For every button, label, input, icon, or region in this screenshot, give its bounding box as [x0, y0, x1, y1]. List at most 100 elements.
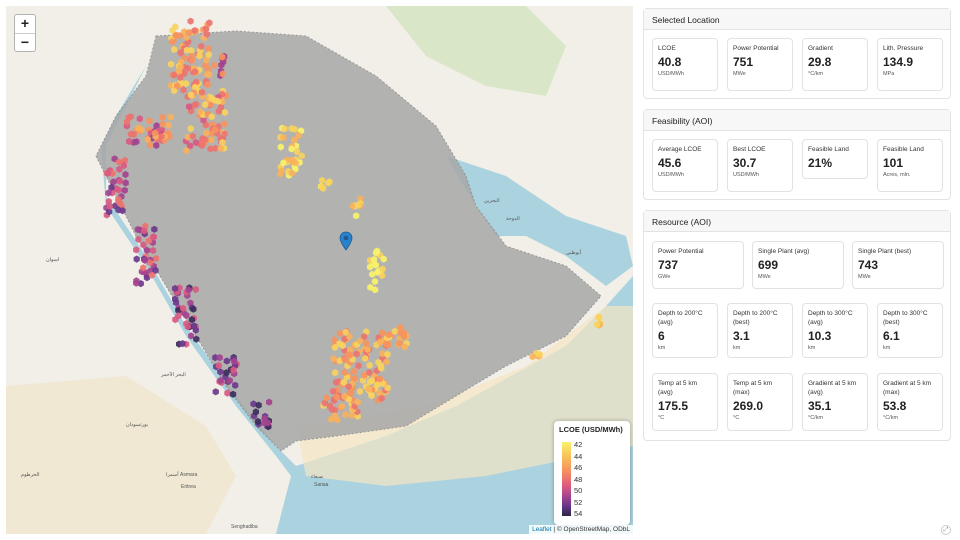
card-unit: km [883, 345, 891, 351]
card-value: 6 [658, 329, 665, 343]
hex-cell [325, 179, 332, 187]
hex-cell [179, 340, 186, 348]
hex-cell [281, 125, 288, 133]
hex-cell [208, 94, 215, 103]
attribution-text: | © OpenStreetMap, ODbL [553, 526, 630, 533]
card-value: 6.1 [883, 329, 900, 343]
hex-cell [106, 208, 113, 216]
legend-tick: 54 [574, 509, 583, 518]
hex-cell [219, 138, 226, 147]
hex-cell [202, 101, 209, 109]
hex-cell [288, 145, 295, 153]
hex-cell [378, 394, 385, 402]
map-attribution: Leaflet | © OpenStreetMap, ODbL [529, 525, 633, 534]
map-view[interactable]: بورتسودان البحر الأحمر اسوان أسمرا Asmar… [6, 6, 633, 534]
hex-cell [189, 132, 196, 140]
hex-cell [152, 254, 159, 263]
hex-cell [104, 169, 111, 177]
hex-cell [219, 70, 226, 78]
hex-cell [383, 358, 390, 366]
yemen-yellow [296, 306, 633, 486]
hex-cell [255, 401, 262, 409]
iran-green [386, 6, 566, 96]
hex-cell [212, 144, 219, 152]
hex-cell [219, 53, 226, 61]
hex-cell [354, 398, 361, 406]
hex-cell [331, 336, 338, 344]
hex-cell [172, 295, 179, 303]
hex-cell [140, 264, 147, 272]
hex-cell [295, 131, 302, 140]
hex-cell [369, 270, 376, 278]
leaflet-link[interactable]: Leaflet [532, 526, 552, 533]
average-lcoe-card: Average LCOE 45.6 USD/MWh [652, 139, 718, 192]
map-label-portsudan: بورتسودان [126, 422, 148, 428]
legend-tick: 46 [574, 463, 583, 472]
hex-cell [353, 350, 360, 358]
card-unit: km [733, 345, 741, 351]
hex-cell [151, 129, 159, 137]
hex-cell [124, 118, 131, 126]
hex-cell [229, 390, 237, 398]
hex-cell [146, 259, 153, 267]
hex-cell [112, 202, 119, 210]
hex-cell [138, 126, 145, 134]
map-label-senghadiba: Senghadiba [231, 524, 258, 530]
map-canvas[interactable]: بورتسودان البحر الأحمر اسوان أسمرا Asmar… [6, 6, 633, 534]
zoom-out-button[interactable]: − [15, 33, 35, 51]
hex-cell [361, 333, 368, 341]
hex-cell [354, 201, 362, 209]
hex-cell [144, 135, 151, 143]
hex-cell [215, 361, 222, 370]
map-label-doha: الدوحة [506, 216, 520, 222]
card-unit: USD/MWh [658, 71, 684, 77]
hex-cell [355, 362, 362, 370]
hex-cell [141, 227, 148, 235]
hex-cell [177, 49, 184, 57]
panel-title: Resource (AOI) [644, 211, 950, 232]
hex-cell [174, 82, 181, 90]
hex-cell [206, 19, 213, 27]
card-label: Gradient [808, 45, 833, 52]
hex-cell [364, 345, 371, 354]
hex-cell [133, 246, 140, 254]
hex-cell [252, 408, 259, 416]
hex-cell [217, 368, 224, 376]
hex-cell [372, 261, 379, 269]
best-lcoe-card: Best LCOE 30.7 USD/MWh [727, 139, 793, 192]
hex-cell [379, 265, 386, 273]
hex-cell [141, 256, 148, 264]
hex-cell [336, 329, 343, 337]
hex-cell [135, 235, 142, 243]
zoom-control: + − [14, 14, 36, 52]
location-marker-icon[interactable] [339, 231, 353, 251]
resize-handle-icon[interactable]: ⤢ [941, 525, 951, 535]
hex-cell [323, 394, 330, 402]
hex-cell [397, 329, 404, 337]
hex-cell [320, 184, 327, 192]
hex-cell [367, 283, 374, 291]
hex-cell [372, 286, 379, 294]
zoom-in-button[interactable]: + [20, 15, 30, 31]
card-unit: MWe [733, 71, 746, 77]
hex-cell [330, 355, 337, 363]
hex-cell [365, 385, 372, 393]
hex-cell [187, 125, 194, 133]
gradient-5km-max-card: Gradient at 5 km (max) 53.8 °C/km [877, 373, 943, 431]
resource-panel: Resource (AOI) Power Potential 737 GWe S… [643, 210, 951, 441]
card-unit: °C/km [808, 415, 824, 421]
card-label: Single Plant (avg) [758, 248, 810, 255]
card-unit: USD/MWh [733, 172, 759, 178]
panel-title: Feasibility (AOI) [644, 110, 950, 131]
gradient-5km-avg-card: Gradient at 5 km (avg) 35.1 °C/km [802, 373, 868, 431]
hex-cell [180, 304, 187, 312]
card-value: 53.8 [883, 399, 907, 413]
power-potential-card: Power Potential 737 GWe [652, 241, 744, 289]
card-label: Temp at 5 km (max) [733, 380, 773, 396]
card-value: 30.7 [733, 156, 757, 170]
hex-cell [291, 136, 298, 144]
hex-cell [200, 116, 207, 124]
card-label: Temp at 5 km (avg) [658, 380, 698, 396]
hex-cell [377, 338, 384, 346]
hex-cell [177, 73, 184, 82]
